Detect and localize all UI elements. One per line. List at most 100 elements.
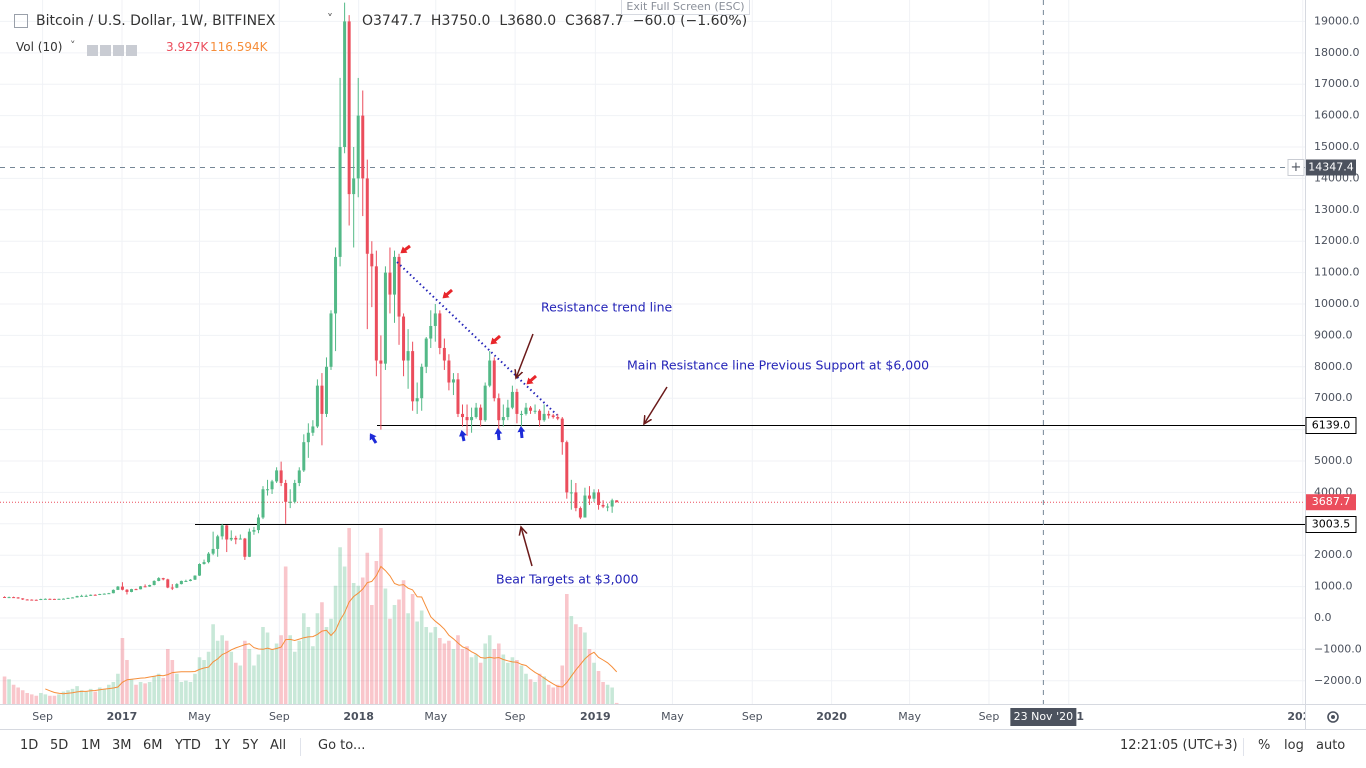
symbol-menu[interactable]: ˅ <box>327 12 333 26</box>
candle-body <box>442 347 446 361</box>
candle-body <box>356 115 360 179</box>
study-button[interactable] <box>113 45 124 56</box>
candle-body <box>438 313 442 348</box>
blue-arrow <box>458 430 467 442</box>
separator <box>1243 738 1244 756</box>
volume-bar <box>456 635 460 704</box>
range-button[interactable]: 3M <box>112 738 132 753</box>
x-tick-label: May <box>188 710 211 723</box>
volume-bar <box>29 694 34 704</box>
range-button[interactable]: 5Y <box>242 738 259 753</box>
candle-body <box>461 413 465 418</box>
study-button[interactable] <box>100 45 111 56</box>
candle-body <box>501 417 505 421</box>
candle-body <box>80 595 84 597</box>
volume-bar <box>48 695 52 704</box>
volume-bar <box>442 643 447 704</box>
candle-body <box>284 482 288 502</box>
candle-body <box>597 492 601 505</box>
study-button[interactable] <box>87 45 98 56</box>
range-button[interactable]: 1Y <box>214 738 231 753</box>
red-arrow <box>490 334 501 345</box>
volume-bar <box>342 566 347 704</box>
candle-body <box>479 407 483 421</box>
candle-body <box>388 272 392 295</box>
candle-body <box>125 589 129 592</box>
range-button[interactable]: 5D <box>50 738 69 753</box>
candle-body <box>610 500 614 507</box>
volume-bar <box>20 690 25 704</box>
volume-title: Vol (10) <box>16 40 63 54</box>
goto-button[interactable]: Go to... <box>318 738 366 753</box>
candle-body <box>547 413 551 416</box>
volume-bar <box>333 585 338 704</box>
candle-body <box>39 599 43 601</box>
candle-body <box>583 495 587 518</box>
blue-arrow <box>494 428 503 441</box>
volume-bar <box>524 673 528 704</box>
range-button[interactable]: All <box>270 738 287 753</box>
volume-bar <box>365 552 370 704</box>
candle-body <box>220 525 224 537</box>
volume-bar <box>605 684 610 704</box>
trend-line <box>396 261 558 416</box>
candle-body <box>256 517 260 531</box>
candle-body <box>515 391 519 414</box>
range-button[interactable]: 6M <box>143 738 163 753</box>
volume-bar <box>125 660 129 704</box>
range-button[interactable]: YTD <box>175 738 201 753</box>
candle-body <box>483 385 487 421</box>
candle-body <box>107 593 111 595</box>
volume-bar <box>302 613 306 704</box>
percent-toggle[interactable]: % <box>1258 738 1271 753</box>
candle-body <box>365 178 369 254</box>
candle-body <box>288 501 292 503</box>
auto-toggle[interactable]: auto <box>1316 738 1346 753</box>
candle-body <box>7 597 11 599</box>
study-button[interactable] <box>126 45 137 56</box>
volume-bar <box>197 657 202 704</box>
volume-bar <box>324 627 329 704</box>
y-tick-label: 12000.0 <box>1314 234 1360 247</box>
crosshair-add-icon: + <box>1291 160 1302 175</box>
candle-body <box>89 594 93 596</box>
volume-bar <box>229 651 234 704</box>
volume-bar <box>478 662 483 704</box>
volume-bar <box>564 594 569 704</box>
candle-body <box>506 407 510 418</box>
volume-bar <box>202 660 206 704</box>
candle-body <box>293 482 297 502</box>
volume-bar <box>238 665 243 704</box>
volume-bar <box>193 673 197 704</box>
volume-bar <box>483 643 487 704</box>
volume-bar <box>25 693 30 704</box>
volume-bar <box>496 643 501 704</box>
volume-menu[interactable]: ˅ <box>70 39 76 52</box>
log-toggle[interactable]: log <box>1284 738 1304 753</box>
candle-body <box>492 360 496 399</box>
volume-bar <box>247 649 252 704</box>
x-tick-label: May <box>898 710 921 723</box>
y-tick-label: −1000.0 <box>1314 642 1362 655</box>
candle-body <box>392 256 396 295</box>
level-lines <box>0 0 1305 704</box>
volume-bar <box>292 651 297 704</box>
range-button[interactable]: 1D <box>20 738 39 753</box>
candle-body <box>352 178 356 195</box>
volume-bar <box>419 610 424 704</box>
volume-bar <box>7 679 11 704</box>
candle-body <box>98 593 102 595</box>
y-tick-label: 16000.0 <box>1314 109 1360 122</box>
range-button[interactable]: 1M <box>81 738 101 753</box>
candle-body <box>71 597 75 599</box>
candle-body <box>556 417 560 419</box>
settings-gear[interactable] <box>1327 711 1339 723</box>
exit-full-screen[interactable]: Exit Full Screen (ESC) <box>621 0 750 15</box>
crosshair-add-button[interactable] <box>1287 159 1305 177</box>
candle-body <box>179 580 183 585</box>
volume-bar <box>261 627 265 704</box>
candle-body <box>52 598 56 600</box>
candle-body <box>402 316 406 361</box>
collapse-button[interactable] <box>14 14 28 28</box>
y-tick-label: 11000.0 <box>1314 266 1360 279</box>
